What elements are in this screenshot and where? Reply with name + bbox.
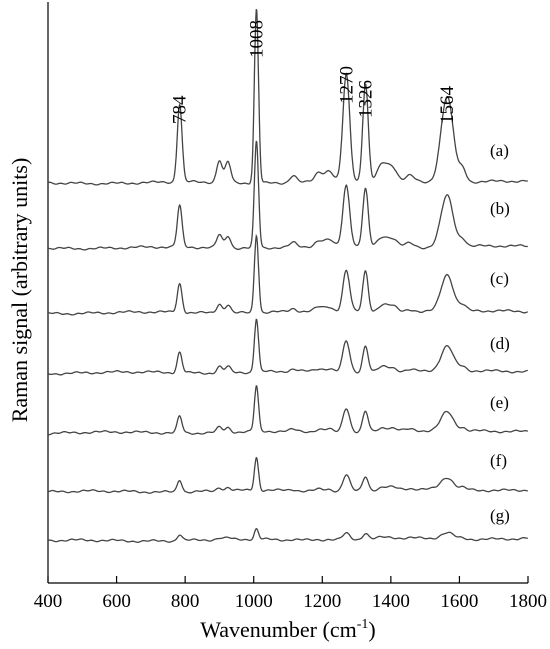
x-tick-label: 1000	[235, 591, 273, 612]
series-label: (b)	[490, 199, 510, 218]
spectrum-line	[48, 9, 528, 186]
spectrum-line	[47, 140, 528, 251]
spectrum-line	[47, 318, 528, 376]
x-tick-label: 1400	[372, 591, 410, 612]
x-tick-label: 800	[171, 591, 200, 612]
x-axis-label-close: )	[368, 617, 375, 642]
series-label: (a)	[490, 141, 509, 160]
spectrum-line	[47, 527, 528, 543]
spectrum-line	[47, 233, 528, 316]
spectrum-line	[47, 456, 528, 494]
series-group	[47, 9, 529, 543]
series-label: (f)	[490, 451, 507, 470]
series-label: (e)	[490, 393, 509, 412]
x-ticks: 400 600 800 1000 1200 1400 1600 1800	[34, 576, 547, 612]
axes	[47, 2, 528, 584]
peak-label: 1564	[437, 86, 458, 125]
x-tick-label: 1600	[440, 591, 478, 612]
x-axis-label: Wavenumber (cm-1)	[200, 617, 375, 642]
peak-label: 1008	[247, 20, 268, 58]
x-tick-label: 1800	[509, 591, 547, 612]
peak-label: 1326	[356, 80, 377, 118]
series-label: (d)	[490, 334, 510, 353]
x-tick-label: 1200	[303, 591, 341, 612]
x-tick-label: 600	[102, 591, 131, 612]
peak-label: 784	[170, 95, 191, 124]
spectrum-line	[48, 384, 529, 436]
x-axis-label-sup: -1	[357, 617, 369, 632]
series-label: (g)	[490, 506, 510, 525]
y-axis-label: Raman signal (arbitrary units)	[7, 158, 32, 423]
peak-label: 1270	[336, 66, 357, 104]
series-label: (c)	[490, 269, 509, 288]
series-labels: (a) (b) (c) (d) (e) (f) (g)	[490, 141, 510, 525]
x-tick-label: 400	[34, 591, 63, 612]
